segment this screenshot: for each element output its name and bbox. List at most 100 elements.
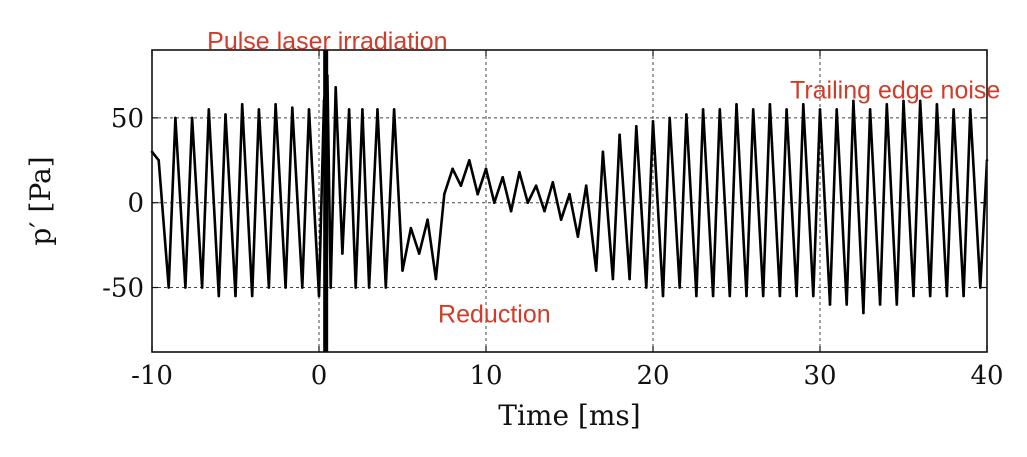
y-tick-label: 0: [127, 189, 144, 219]
signal-point: [761, 294, 765, 298]
signal-point: [935, 102, 939, 106]
signal-point: [668, 116, 671, 120]
signal-point: [568, 192, 571, 196]
signal-point: [200, 286, 204, 289]
signal-point: [594, 269, 598, 272]
x-tick-label: 40: [970, 361, 1003, 391]
signal-point: [852, 99, 855, 103]
signal-point: [862, 311, 865, 315]
signal-point: [559, 218, 563, 221]
signal-point: [878, 303, 882, 306]
signal-point: [895, 303, 899, 306]
signal-point: [367, 286, 371, 289]
signal-point: [828, 303, 832, 306]
signal-point: [635, 125, 638, 128]
signal-point: [284, 286, 287, 289]
signal-point: [543, 209, 546, 213]
signal-point: [845, 303, 849, 306]
signal-line: [152, 74, 987, 315]
signal-point: [918, 99, 922, 103]
signal-point: [361, 108, 364, 111]
signal-point: [601, 150, 605, 154]
signal-point: [347, 108, 351, 111]
signal-point: [551, 181, 555, 184]
signal-point: [912, 294, 915, 298]
y-axis-ticks: -50 0 50: [102, 104, 987, 304]
signal-point: [493, 201, 496, 204]
signal-point: [257, 108, 261, 111]
signal-point: [902, 99, 905, 103]
signal-point: [509, 209, 513, 213]
signal-point: [802, 102, 805, 106]
signal-point: [745, 294, 748, 298]
signal-point: [751, 108, 755, 111]
signal-point: [501, 175, 505, 179]
signal-point: [611, 277, 615, 281]
annotation-label: Reduction: [438, 301, 551, 329]
signal-point: [417, 252, 421, 255]
signal-point: [442, 192, 446, 196]
y-tick-label: -50: [102, 274, 144, 304]
signal-point: [534, 184, 538, 188]
signal-point: [334, 86, 338, 89]
signal-point: [584, 184, 588, 188]
signal-point: [157, 158, 160, 162]
signal-point: [735, 102, 738, 106]
signal-point: [661, 294, 665, 298]
signal-point: [434, 277, 438, 281]
signal-point: [645, 286, 648, 289]
signal-point: [778, 294, 782, 298]
signal-trace: [150, 74, 989, 315]
signal-point: [301, 286, 304, 289]
signal-point: [952, 108, 955, 111]
signal-point: [628, 277, 631, 281]
signal-point: [207, 108, 211, 111]
signal-point: [184, 286, 187, 289]
signal-point: [190, 116, 194, 120]
signal-point: [307, 108, 311, 111]
signal-point: [174, 116, 177, 120]
signal-point: [224, 113, 227, 116]
signal-point: [329, 286, 332, 289]
annotations: Pulse laser irradiation Trailing edge noi…: [207, 28, 1000, 329]
x-axis-title: Time [ms]: [498, 399, 640, 432]
signal-point: [969, 108, 972, 111]
signal-point: [392, 108, 396, 111]
signal-point: [354, 286, 358, 289]
signal-point: [409, 226, 413, 230]
signal-point: [979, 286, 982, 289]
signal-point: [476, 192, 479, 196]
signal-point: [484, 167, 488, 171]
signal-point: [518, 170, 521, 174]
signal-point: [384, 286, 388, 289]
signal-point: [678, 286, 682, 289]
signal-point: [451, 167, 454, 171]
signal-point: [401, 269, 404, 272]
signal-point: [818, 108, 822, 111]
signal-point: [945, 294, 949, 298]
x-tick-label: 30: [803, 361, 836, 391]
signal-point: [459, 184, 463, 188]
signal-point: [341, 252, 344, 255]
signal-point: [685, 113, 688, 116]
signal-point: [651, 119, 655, 123]
signal-point: [711, 294, 715, 298]
signal-point: [962, 294, 965, 298]
annotation-label: Pulse laser irradiation: [207, 28, 447, 56]
signal-point: [376, 108, 379, 111]
signal-point: [695, 294, 698, 298]
signal-point: [234, 294, 237, 298]
signal-point: [785, 108, 788, 111]
x-tick-label: 20: [636, 361, 669, 391]
signal-point: [217, 294, 221, 298]
signal-point: [290, 106, 294, 109]
signal-point: [718, 108, 722, 111]
signal-point: [701, 108, 705, 111]
plot-frame: [151, 49, 988, 353]
signal-point: [768, 102, 772, 106]
signal-point: [795, 294, 798, 298]
signal-point: [317, 294, 321, 298]
signal-point: [274, 102, 277, 106]
x-axis-ticks: -10 0 10 20 30 40: [131, 50, 1004, 391]
signal-point: [250, 294, 254, 298]
